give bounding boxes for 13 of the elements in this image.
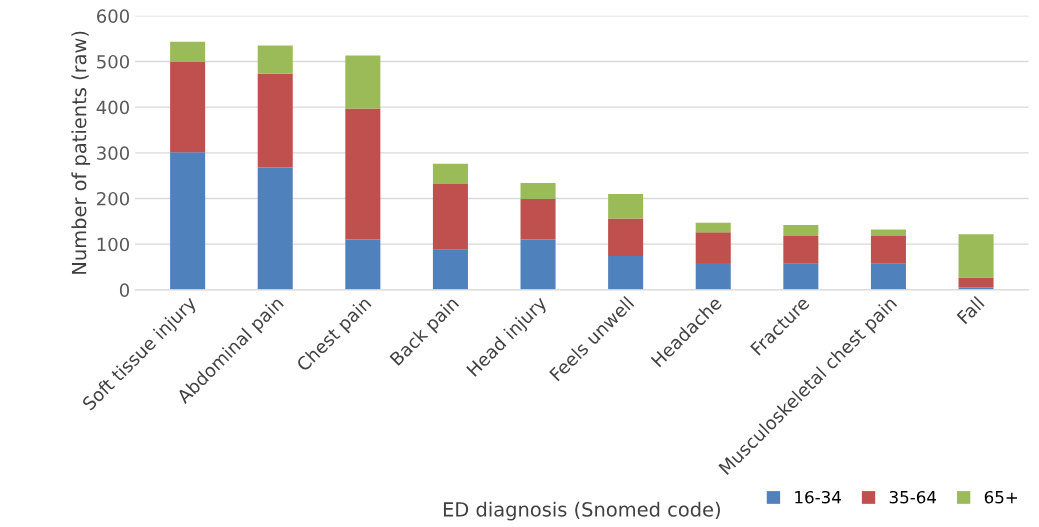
y-tick-label: 500: [97, 54, 130, 69]
y-tick-label: 400: [96, 100, 130, 115]
legend-label: 65+: [984, 490, 1018, 504]
x-tick-label: Fall: [956, 295, 985, 325]
y-tick-label: 600: [97, 9, 130, 23]
y-axis-title: Number of patients (raw): [71, 31, 91, 274]
legend-label: 35-64: [889, 490, 937, 504]
y-tick-label: 300: [97, 146, 130, 160]
y-tick-label: 200: [97, 191, 130, 206]
y-tick-label: 0: [119, 283, 130, 297]
y-tick-label: 100: [97, 237, 130, 252]
x-axis-title: ED diagnosis (Snomed code): [443, 501, 720, 521]
legend-label: 16-34: [795, 490, 841, 504]
